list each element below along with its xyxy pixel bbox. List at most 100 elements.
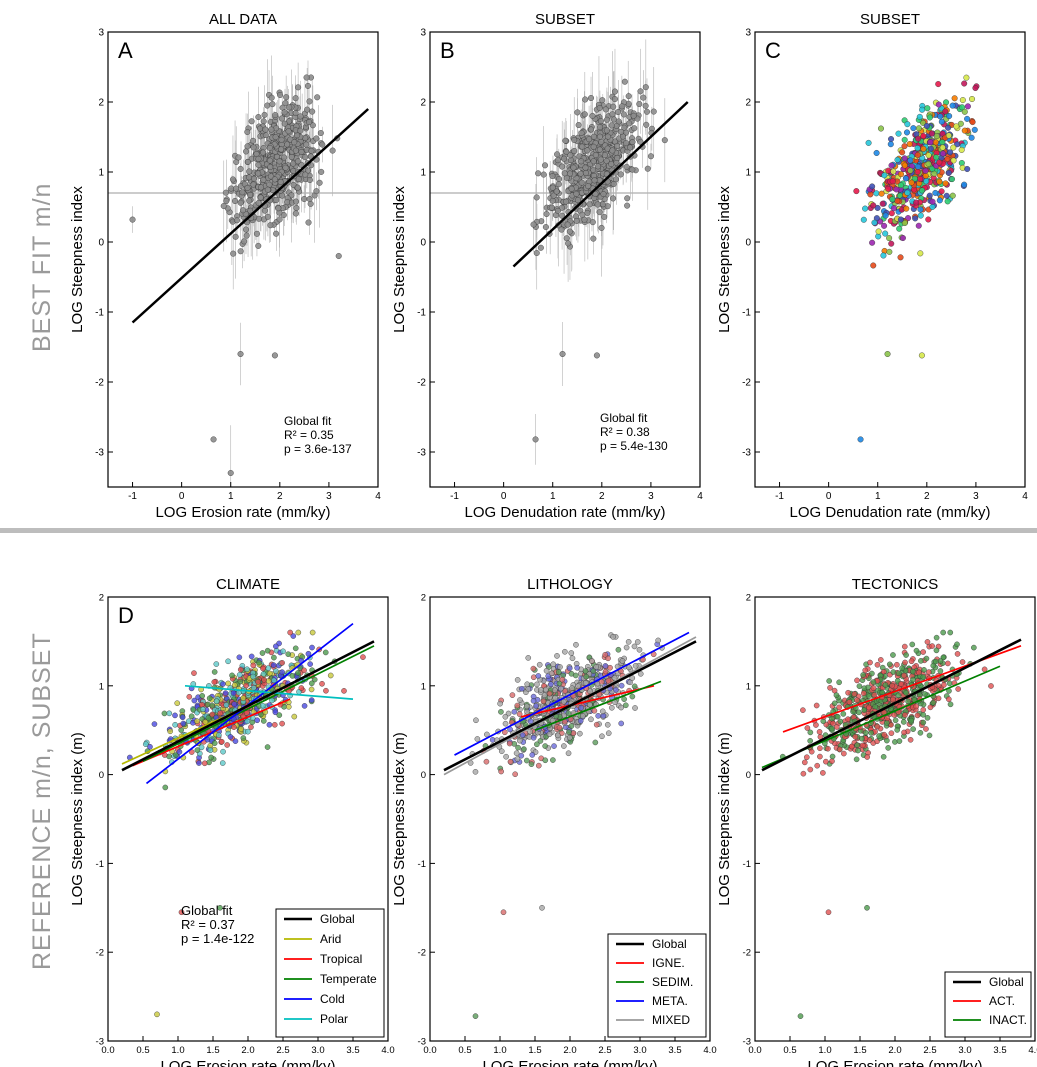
- data-point: [277, 178, 284, 185]
- data-point: [250, 137, 257, 144]
- data-point: [271, 677, 277, 684]
- x-tick-label: 4: [1022, 491, 1028, 502]
- data-point: [268, 94, 275, 101]
- data-point: [246, 197, 253, 204]
- data-point: [961, 181, 968, 188]
- plot-area: [108, 55, 378, 487]
- data-point: [578, 179, 585, 186]
- data-point: [601, 152, 608, 159]
- data-point: [289, 673, 296, 679]
- data-point: [837, 718, 844, 725]
- data-point: [261, 676, 267, 683]
- data-point: [525, 686, 532, 692]
- data-point: [210, 436, 217, 443]
- y-tick-label: 0: [420, 238, 426, 249]
- data-point: [954, 141, 961, 148]
- fit-line: [131, 108, 370, 324]
- y-tick-label: 3: [745, 28, 751, 39]
- data-point: [882, 230, 889, 237]
- data-point: [959, 97, 966, 104]
- data-point: [610, 195, 617, 202]
- data-point: [640, 94, 647, 101]
- y-axis-label: LOG Steepness index: [69, 186, 86, 333]
- data-point: [925, 152, 932, 159]
- data-point: [583, 673, 590, 680]
- data-point: [610, 103, 617, 110]
- data-point: [568, 723, 575, 729]
- data-point: [250, 673, 256, 680]
- legend-box: [275, 908, 385, 1038]
- data-point: [521, 746, 527, 752]
- data-point: [586, 701, 593, 708]
- data-point: [603, 116, 610, 123]
- data-point: [218, 738, 225, 745]
- data-point: [608, 122, 615, 129]
- data-point: [529, 752, 536, 758]
- data-point: [535, 762, 542, 769]
- x-tick-label: 0: [501, 491, 507, 502]
- data-point: [945, 660, 951, 667]
- data-point: [625, 639, 632, 645]
- data-point: [943, 192, 950, 199]
- data-point: [800, 707, 806, 713]
- data-point: [933, 133, 940, 140]
- data-point: [894, 156, 901, 163]
- data-point: [902, 712, 908, 718]
- y-tick-label: -1: [418, 859, 426, 870]
- data-point: [867, 659, 873, 666]
- annotation-line: Global fit: [600, 411, 648, 425]
- y-tick-label: 0: [745, 238, 751, 249]
- data-point: [142, 741, 149, 747]
- data-point: [894, 661, 900, 668]
- data-point: [917, 250, 924, 257]
- data-point: [911, 175, 918, 182]
- data-point: [186, 693, 193, 700]
- data-point: [834, 713, 841, 720]
- data-point: [242, 226, 249, 233]
- data-point: [540, 171, 547, 178]
- data-point: [875, 228, 882, 235]
- data-point: [971, 644, 977, 651]
- data-point: [281, 109, 288, 116]
- x-tick-label: 1.0: [493, 1045, 506, 1056]
- data-point: [929, 203, 936, 210]
- data-point: [305, 219, 312, 226]
- data-point: [513, 750, 520, 757]
- data-point: [530, 734, 537, 741]
- data-point: [244, 143, 251, 150]
- plot-frame: [754, 31, 1026, 488]
- data-point: [176, 749, 183, 755]
- data-point: [915, 135, 922, 142]
- data-point: [862, 667, 869, 674]
- data-point: [840, 711, 847, 717]
- data-point: [927, 139, 934, 146]
- data-point: [853, 188, 860, 195]
- data-point: [530, 665, 537, 672]
- data-point: [313, 188, 320, 195]
- data-point: [817, 753, 823, 760]
- data-point: [897, 216, 904, 223]
- data-point: [248, 118, 255, 125]
- annotation-line: R² = 0.38: [600, 425, 650, 439]
- data-point: [191, 697, 198, 704]
- panel-title: TECTONICS: [852, 576, 938, 593]
- data-point: [306, 176, 313, 183]
- data-point: [238, 726, 244, 732]
- data-point: [568, 185, 575, 192]
- data-point: [264, 102, 271, 109]
- data-point: [881, 172, 888, 179]
- data-point: [590, 235, 597, 242]
- data-point: [550, 661, 557, 668]
- y-tick-label: -1: [742, 308, 751, 319]
- data-point: [581, 111, 588, 118]
- data-point: [879, 689, 886, 696]
- data-point: [936, 197, 943, 204]
- data-point: [497, 700, 503, 707]
- data-point: [271, 352, 278, 359]
- data-point: [266, 157, 273, 164]
- data-point: [196, 760, 202, 766]
- data-point: [295, 629, 302, 636]
- data-point: [546, 731, 553, 737]
- data-point: [814, 762, 821, 769]
- data-point: [577, 718, 584, 724]
